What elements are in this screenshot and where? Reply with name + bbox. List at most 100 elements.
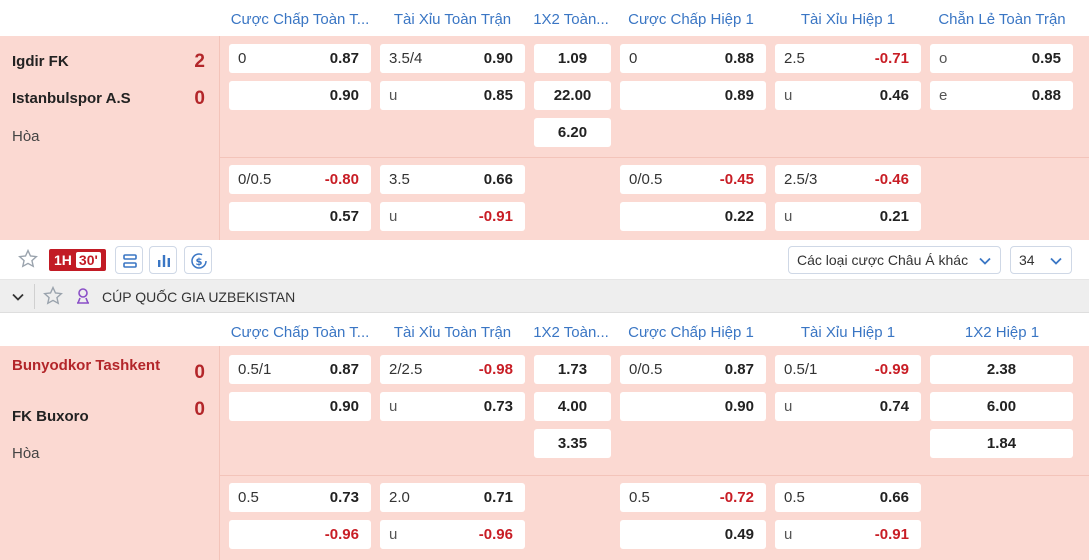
draw-label: Hòa xyxy=(12,445,40,462)
odds-value: 0.46 xyxy=(879,87,909,104)
odds-cell[interactable]: e 0.88 xyxy=(930,81,1073,110)
header-odd-even-ft[interactable]: Chẵn Lẻ Toàn Trận xyxy=(938,11,1066,28)
odds-value: 0.90 xyxy=(329,87,359,104)
odds-value: 0.73 xyxy=(483,398,513,415)
favorite-star-icon[interactable] xyxy=(17,248,39,270)
under-label: u xyxy=(784,526,793,543)
header-handicap-h1[interactable]: Cược Chấp Hiệp 1 xyxy=(628,324,754,341)
odds-value: 0.66 xyxy=(483,171,513,188)
lineup-button[interactable] xyxy=(115,246,143,274)
odds-cell[interactable]: u 0.73 xyxy=(380,392,525,421)
under-label: u xyxy=(389,398,398,415)
header-over-under-ft[interactable]: Tài Xỉu Toàn Trận xyxy=(393,324,512,341)
odds-cell[interactable]: 0/0.5 0.87 xyxy=(620,355,766,384)
odds-cell[interactable]: o 0.95 xyxy=(930,44,1073,73)
even-label: e xyxy=(939,87,948,104)
odds-cell[interactable]: 0.22 xyxy=(620,202,766,231)
more-bets-select[interactable]: Các loại cược Châu Á khác xyxy=(788,246,1001,274)
header-1x2-ft[interactable]: 1X2 Toàn... xyxy=(533,11,609,28)
odds-cell[interactable]: 2.5 -0.71 xyxy=(775,44,921,73)
odds-cell[interactable]: 0.57 xyxy=(229,202,371,231)
odds-value: -0.98 xyxy=(478,361,513,378)
odds-value: 0.87 xyxy=(329,361,359,378)
odds-cell[interactable]: 0.90 xyxy=(229,392,371,421)
under-label: u xyxy=(784,208,793,225)
odds-cell[interactable]: -0.96 xyxy=(229,520,371,549)
odds-cell[interactable]: 0/0.5 -0.45 xyxy=(620,165,766,194)
odds-cell[interactable]: u 0.21 xyxy=(775,202,921,231)
away-team[interactable]: Istanbulspor A.S xyxy=(12,90,131,107)
odds-cell[interactable]: 1.73 xyxy=(534,355,611,384)
header-handicap-h1[interactable]: Cược Chấp Hiệp 1 xyxy=(628,11,754,28)
odds-value: -0.80 xyxy=(324,171,359,188)
odds-cell[interactable]: u -0.91 xyxy=(775,520,921,549)
odds-cell[interactable]: 0.5 0.66 xyxy=(775,483,921,512)
league-favorite-star-icon[interactable] xyxy=(42,285,64,307)
collapse-chevron-icon[interactable] xyxy=(11,290,25,304)
odds-value: 0.95 xyxy=(1031,50,1061,67)
odds-value: 0.85 xyxy=(483,87,513,104)
handicap-line: 0/0.5 xyxy=(629,361,663,378)
odds-value: 0.89 xyxy=(724,87,754,104)
odds-cell[interactable]: 0.5 -0.72 xyxy=(620,483,766,512)
header-handicap-ft[interactable]: Cược Chấp Toàn T... xyxy=(230,11,370,28)
odds-value: 0.66 xyxy=(879,489,909,506)
team-column: Bunyodkor Tashkent 0 FK Buxoro 0 Hòa xyxy=(0,346,220,560)
odds-cell[interactable]: u 0.74 xyxy=(775,392,921,421)
home-team[interactable]: Bunyodkor Tashkent xyxy=(12,357,161,374)
header-over-under-ft[interactable]: Tài Xỉu Toàn Trận xyxy=(393,11,512,28)
odds-cell[interactable]: 0.49 xyxy=(620,520,766,549)
odds-cell[interactable]: 0.5 0.73 xyxy=(229,483,371,512)
odds-cell[interactable]: 0.5/1 -0.99 xyxy=(775,355,921,384)
odds-cell[interactable]: 2.0 0.71 xyxy=(380,483,525,512)
odds-cell[interactable]: u -0.96 xyxy=(380,520,525,549)
odds-value: 0.87 xyxy=(724,361,754,378)
odds-cell[interactable]: 2/2.5 -0.98 xyxy=(380,355,525,384)
odds-value: 0.88 xyxy=(1031,87,1061,104)
odds-cell[interactable]: 1.84 xyxy=(930,429,1073,458)
odds-cell[interactable]: 0.90 xyxy=(229,81,371,110)
odds-cell[interactable]: 1.09 xyxy=(534,44,611,73)
odds-cell[interactable]: 22.00 xyxy=(534,81,611,110)
odds-cell[interactable]: 3.35 xyxy=(534,429,611,458)
handicap-line: 0 xyxy=(629,50,638,67)
odds-value: -0.72 xyxy=(719,489,754,506)
odds-cell[interactable]: 0 0.87 xyxy=(229,44,371,73)
header-1x2-ft[interactable]: 1X2 Toàn... xyxy=(533,324,609,341)
away-team[interactable]: FK Buxoro xyxy=(12,408,89,425)
odds-cell[interactable]: 0.5/1 0.87 xyxy=(229,355,371,384)
odds-cell[interactable]: 3.5/4 0.90 xyxy=(380,44,525,73)
odds-cell[interactable]: 0/0.5 -0.80 xyxy=(229,165,371,194)
header-1x2-h1[interactable]: 1X2 Hiệp 1 xyxy=(964,324,1040,341)
bet-count-select[interactable]: 34 xyxy=(1010,246,1072,274)
header-over-under-h1[interactable]: Tài Xỉu Hiệp 1 xyxy=(800,11,896,28)
handicap-line: 0/0.5 xyxy=(629,171,663,188)
odds-cell[interactable]: u -0.91 xyxy=(380,202,525,231)
odds-cell[interactable]: 3.5 0.66 xyxy=(380,165,525,194)
chevron-down-icon xyxy=(979,257,991,265)
handicap-line: 0.5 xyxy=(629,489,650,506)
handicap-line: 0/0.5 xyxy=(238,171,272,188)
under-label: u xyxy=(389,87,398,104)
stats-button[interactable] xyxy=(149,246,177,274)
odds-cell[interactable]: 2.38 xyxy=(930,355,1073,384)
odds-cell[interactable]: 0.89 xyxy=(620,81,766,110)
odds-cell[interactable]: 2.5/3 -0.46 xyxy=(775,165,921,194)
home-team[interactable]: Igdir FK xyxy=(12,53,69,70)
more-bets-label: Các loại cược Châu Á khác xyxy=(797,252,969,268)
odds-cell[interactable]: u 0.46 xyxy=(775,81,921,110)
header-over-under-h1[interactable]: Tài Xỉu Hiệp 1 xyxy=(800,324,896,341)
league-header[interactable]: CÚP QUỐC GIA UZBEKISTAN xyxy=(0,280,1089,313)
odds-cell[interactable]: u 0.85 xyxy=(380,81,525,110)
odds-value: -0.71 xyxy=(874,50,909,67)
odds-value: 2.38 xyxy=(986,361,1017,378)
odds-cell[interactable]: 4.00 xyxy=(534,392,611,421)
handicap-line: 0 xyxy=(238,50,247,67)
odds-cell[interactable]: 0.90 xyxy=(620,392,766,421)
cashout-button[interactable]: $ xyxy=(184,246,212,274)
odds-cell[interactable]: 0 0.88 xyxy=(620,44,766,73)
league-logo-icon xyxy=(77,288,89,304)
odds-cell[interactable]: 6.20 xyxy=(534,118,611,147)
header-handicap-ft[interactable]: Cược Chấp Toàn T... xyxy=(230,324,370,341)
odds-cell[interactable]: 6.00 xyxy=(930,392,1073,421)
